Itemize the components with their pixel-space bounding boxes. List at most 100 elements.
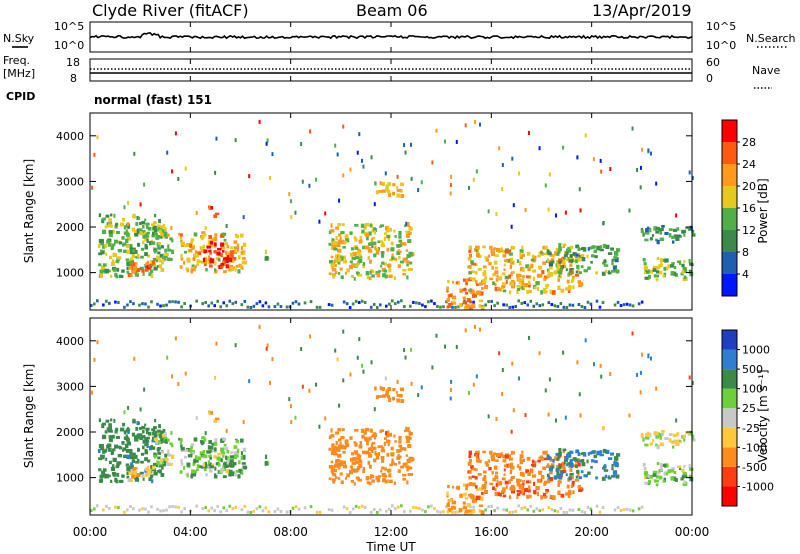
power-cell: [487, 209, 490, 214]
power-cell: [545, 286, 548, 289]
power-cell: [487, 254, 491, 258]
velocity-cell: [475, 454, 478, 458]
velocity-cell: [533, 491, 537, 495]
velocity-cell: [208, 409, 211, 414]
velocity-cell: [574, 478, 580, 482]
velocity-cell: [337, 427, 341, 432]
velocity-cell: [396, 398, 401, 403]
power-cell: [328, 242, 332, 246]
velocity-cell: [659, 435, 662, 440]
power-cell: [349, 167, 352, 172]
velocity-cell: [131, 459, 136, 464]
velocity-cell: [375, 453, 379, 457]
power-cell: [558, 242, 562, 248]
power-cell: [290, 215, 293, 220]
power-cell: [556, 266, 560, 271]
velocity-cell: [239, 469, 243, 474]
velocity-cell: [234, 473, 237, 477]
velocity-cell: [490, 454, 495, 459]
velocity-cell: [207, 464, 212, 470]
velocity-cell: [448, 499, 453, 503]
velocity-cell: [142, 439, 147, 444]
power-cell: [495, 266, 499, 270]
power-cell: [575, 244, 580, 249]
velocity-cell: [373, 435, 377, 440]
velocity-cell: [579, 413, 582, 418]
power-cell: [335, 254, 338, 259]
power-cell: [527, 275, 532, 279]
power-cell: [529, 289, 532, 294]
velocity-cell: [122, 447, 127, 451]
power-cell: [301, 179, 304, 184]
velocity-cell: [158, 469, 162, 474]
power-cell: [139, 231, 143, 236]
velocity-cell: [343, 445, 347, 449]
velocity-cell: [480, 510, 485, 515]
velocity-cell: [190, 472, 195, 477]
power-cell: [457, 305, 460, 309]
power-cell: [556, 304, 560, 308]
velocity-cell: [455, 344, 458, 349]
velocity-cell: [566, 463, 569, 467]
power-cell: [454, 305, 457, 309]
velocity-cell: [569, 458, 573, 463]
power-cell: [125, 238, 129, 244]
power-cell: [132, 302, 135, 306]
power-cell: [405, 230, 409, 234]
velocity-cell: [300, 347, 303, 352]
colorbar-tick-label: 25: [742, 402, 756, 415]
velocity-cell: [158, 434, 163, 439]
velocity-cell: [656, 475, 660, 479]
velocity-cell: [158, 424, 161, 429]
power-cell: [223, 238, 227, 242]
power-cell: [644, 238, 649, 242]
velocity-cell: [683, 465, 686, 468]
power-cell: [517, 276, 520, 281]
velocity-cell: [572, 490, 575, 495]
power-cell: [361, 229, 365, 234]
velocity-cell: [201, 455, 205, 458]
power-cell: [655, 274, 660, 278]
power-cell: [490, 252, 496, 257]
power-cell: [116, 267, 120, 272]
power-cell: [190, 238, 195, 242]
power-cell: [455, 139, 458, 144]
power-cell: [121, 269, 125, 273]
velocity-cell: [352, 468, 356, 473]
power-cell: [467, 289, 471, 292]
velocity-cell: [202, 449, 206, 454]
power-cell: [538, 304, 542, 308]
power-cell: [368, 231, 372, 236]
power-cell: [133, 249, 138, 254]
power-cell: [578, 187, 581, 192]
velocity-cell: [210, 506, 213, 510]
power-cell: [495, 277, 499, 282]
velocity-cell: [556, 457, 560, 461]
velocity-cell: [202, 441, 205, 445]
power-cell: [140, 255, 144, 259]
velocity-cell: [199, 451, 204, 456]
velocity-cell: [215, 462, 220, 466]
velocity-cell: [684, 474, 688, 479]
velocity-cell: [220, 468, 224, 473]
power-cell: [158, 219, 161, 224]
velocity-cell: [387, 387, 392, 392]
velocity-cell: [130, 462, 134, 466]
velocity-cell: [656, 431, 660, 435]
power-cell: [519, 274, 522, 278]
power-cell: [110, 224, 113, 228]
velocity-cell: [519, 479, 522, 483]
power-cell: [406, 234, 410, 239]
power-cell: [560, 288, 565, 293]
power-cell: [160, 245, 165, 249]
velocity-cell: [404, 355, 407, 360]
velocity-cell: [226, 449, 230, 454]
power-cell: [387, 302, 391, 306]
velocity-cell: [315, 510, 319, 514]
power-cell: [577, 280, 581, 284]
velocity-cell: [417, 393, 420, 398]
velocity-cell: [689, 467, 694, 471]
velocity-cell: [552, 458, 555, 463]
power-cell: [220, 262, 225, 266]
velocity-cell: [369, 475, 372, 480]
